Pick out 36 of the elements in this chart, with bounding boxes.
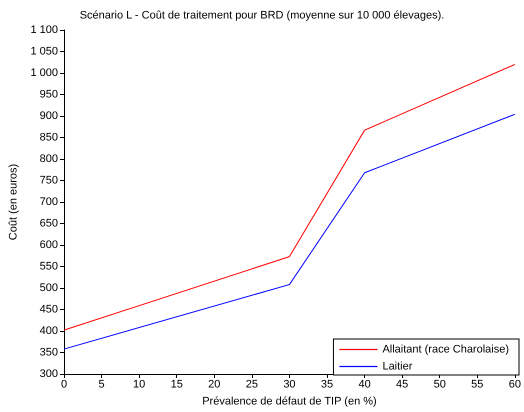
y-tick-label: 1 050: [30, 46, 58, 58]
x-tick-label: 15: [170, 378, 183, 390]
x-tick-label: 20: [208, 378, 220, 390]
x-tick-label: 60: [508, 378, 522, 390]
y-tick-label: 600: [40, 239, 58, 251]
y-tick-label: 950: [40, 88, 58, 100]
y-tick-label: 300: [40, 368, 58, 380]
y-axis-title: Coût (en euros): [8, 164, 20, 240]
legend-label: Allaitant (race Charolaise): [382, 344, 510, 356]
y-tick-label: 450: [40, 304, 58, 316]
y-tick-label: 550: [40, 260, 58, 272]
x-tick-label: 40: [358, 378, 371, 390]
y-tick-label: 350: [40, 346, 58, 358]
x-axis-title: Prévalence de défaut de TIP (en %): [202, 396, 377, 408]
y-tick-label: 900: [40, 110, 58, 122]
y-tick-label: 650: [40, 218, 58, 230]
legend-label: Laitier: [382, 360, 413, 372]
line-series: [64, 64, 516, 331]
chart-title: Scénario L - Coût de traitement pour BRD (moyenne sur 10 000 élevages).: [80, 10, 444, 22]
y-tick-label: 750: [40, 174, 58, 186]
y-tick-label: 400: [40, 325, 58, 337]
x-tick-label: 50: [434, 378, 446, 390]
y-tick-label: 850: [40, 132, 58, 144]
y-tick-label: 800: [40, 153, 58, 165]
x-tick-label: 5: [98, 378, 105, 390]
x-tick-label: 0: [60, 378, 68, 390]
x-tick-label: 25: [246, 378, 258, 390]
x-tick-label: 35: [320, 378, 334, 390]
x-tick-label: 30: [283, 378, 296, 390]
y-tick-label: 700: [40, 196, 58, 208]
y-tick-label: 1 100: [30, 24, 58, 36]
y-tick-label: 500: [40, 282, 58, 294]
y-tick-label: 1 000: [30, 67, 58, 79]
x-tick-label: 45: [396, 378, 408, 390]
x-tick-label: 55: [471, 378, 484, 390]
x-tick-label: 10: [133, 378, 146, 390]
